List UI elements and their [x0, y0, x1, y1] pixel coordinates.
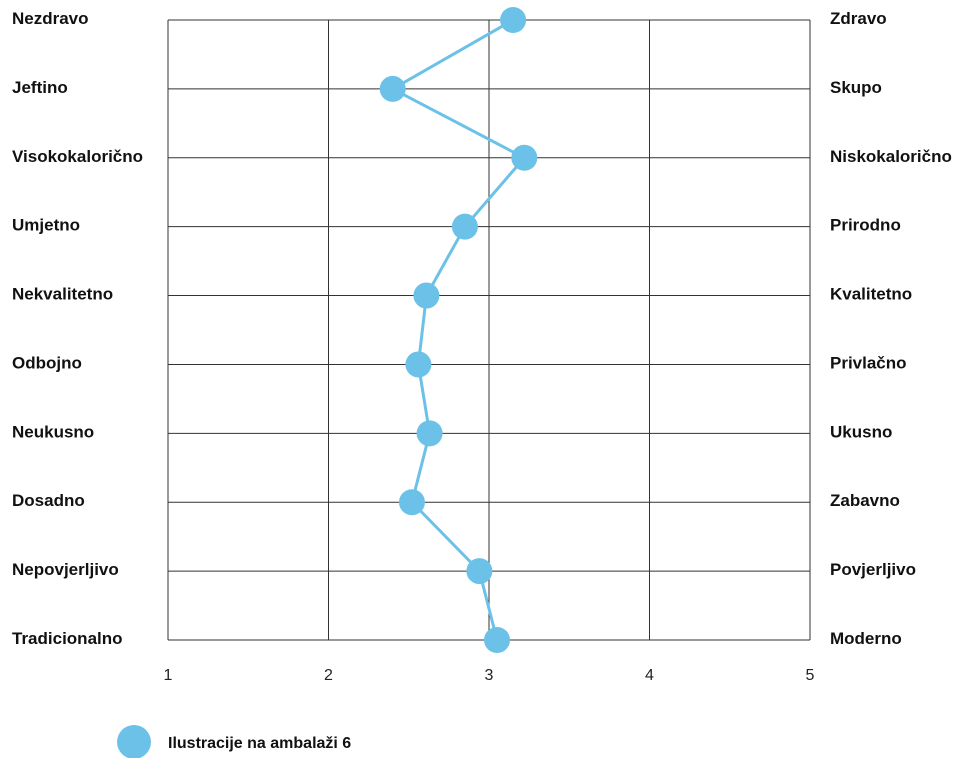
left-labels: Nezdravo Jeftino Visokokalorično Umjetno Nek…	[12, 9, 143, 648]
x-tick-label: 5	[806, 667, 815, 684]
series-line	[389, 18, 527, 641]
x-tick-label: 1	[164, 667, 173, 684]
left-label: Nezdravo	[12, 9, 89, 28]
legend-marker	[117, 725, 151, 758]
data-point	[466, 558, 493, 585]
data-point	[398, 489, 425, 516]
right-label: Kvalitetno	[830, 285, 912, 304]
data-point	[500, 7, 527, 33]
x-tick-label: 4	[645, 667, 654, 684]
left-label: Nekvalitetno	[12, 285, 113, 304]
chart-grid	[167, 19, 811, 641]
left-label: Dosadno	[12, 491, 85, 510]
x-tick-label: 3	[485, 667, 494, 684]
data-point	[413, 282, 440, 309]
data-point	[511, 144, 538, 171]
right-label: Moderno	[830, 629, 902, 648]
data-point	[451, 213, 478, 240]
data-point	[405, 351, 432, 378]
left-label: Nepovjerljivo	[12, 560, 119, 579]
data-point	[416, 420, 443, 447]
right-labels: Zdravo Skupo Niskokalorično Prirodno Kvalite…	[830, 9, 952, 648]
left-label: Odbojno	[12, 353, 82, 372]
legend: Ilustracije na ambalaži 6	[117, 725, 351, 758]
right-label: Zabavno	[830, 491, 900, 510]
left-label: Jeftino	[12, 78, 68, 97]
right-label: Skupo	[830, 78, 882, 97]
right-label: Privlačno	[830, 353, 907, 372]
series-group	[379, 7, 538, 653]
data-point	[379, 75, 406, 102]
legend-label: Ilustracije na ambalaži 6	[168, 735, 351, 752]
right-label: Ukusno	[830, 422, 892, 441]
right-label: Niskokalorično	[830, 147, 952, 166]
right-label: Prirodno	[830, 216, 901, 235]
left-label: Umjetno	[12, 216, 80, 235]
left-label: Tradicionalno	[12, 629, 123, 648]
data-point	[484, 627, 511, 653]
right-label: Povjerljivo	[830, 560, 916, 579]
left-label: Visokokalorično	[12, 147, 143, 166]
left-label: Neukusno	[12, 422, 94, 441]
x-axis-ticks: 1 2 3 4 5	[164, 667, 815, 684]
x-tick-label: 2	[324, 667, 333, 684]
right-label: Zdravo	[830, 9, 887, 28]
